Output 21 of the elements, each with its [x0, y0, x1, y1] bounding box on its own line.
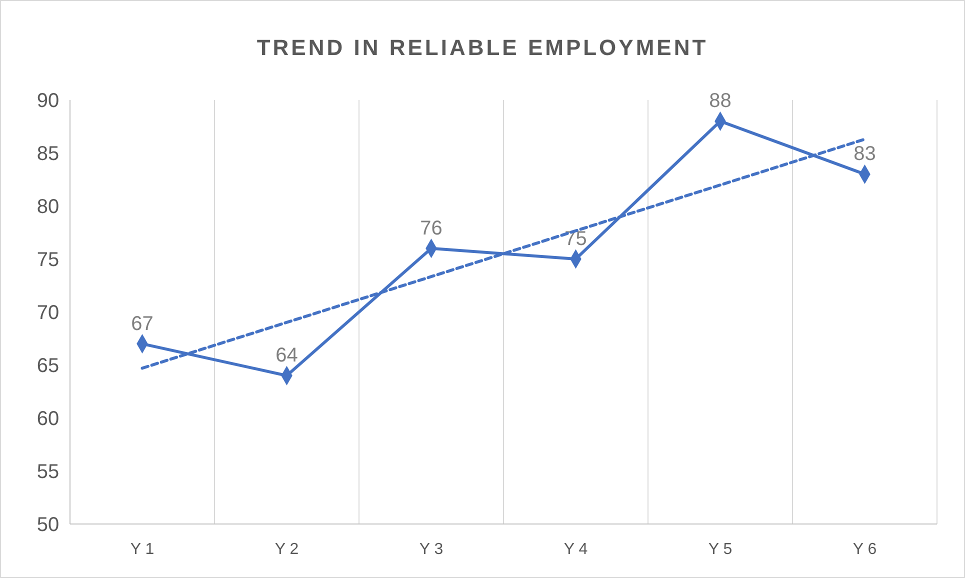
chart-title: TREND IN RELIABLE EMPLOYMENT — [256, 35, 708, 60]
y-tick-label: 50 — [36, 514, 60, 536]
x-tick-label: Y 6 — [852, 541, 877, 558]
y-tick-label: 60 — [36, 408, 60, 430]
y-tick-label: 85 — [36, 143, 60, 165]
x-tick-label: Y 5 — [708, 541, 732, 558]
x-tick-label: Y 2 — [274, 541, 299, 558]
y-tick-label: 55 — [36, 461, 60, 483]
y-tick-label: 75 — [36, 249, 60, 271]
x-tick-label: Y 1 — [130, 541, 154, 558]
data-label: 76 — [420, 217, 442, 240]
data-label: 83 — [854, 143, 876, 166]
y-tick-label: 80 — [36, 196, 60, 218]
y-tick-label: 70 — [36, 302, 60, 324]
data-label: 67 — [131, 312, 154, 335]
data-label: 64 — [276, 344, 298, 367]
x-tick-label: Y 3 — [419, 541, 444, 558]
y-tick-label: 65 — [36, 355, 60, 377]
data-label: 88 — [709, 90, 732, 112]
x-tick-label: Y 4 — [564, 541, 588, 558]
y-tick-label: 90 — [36, 90, 60, 112]
